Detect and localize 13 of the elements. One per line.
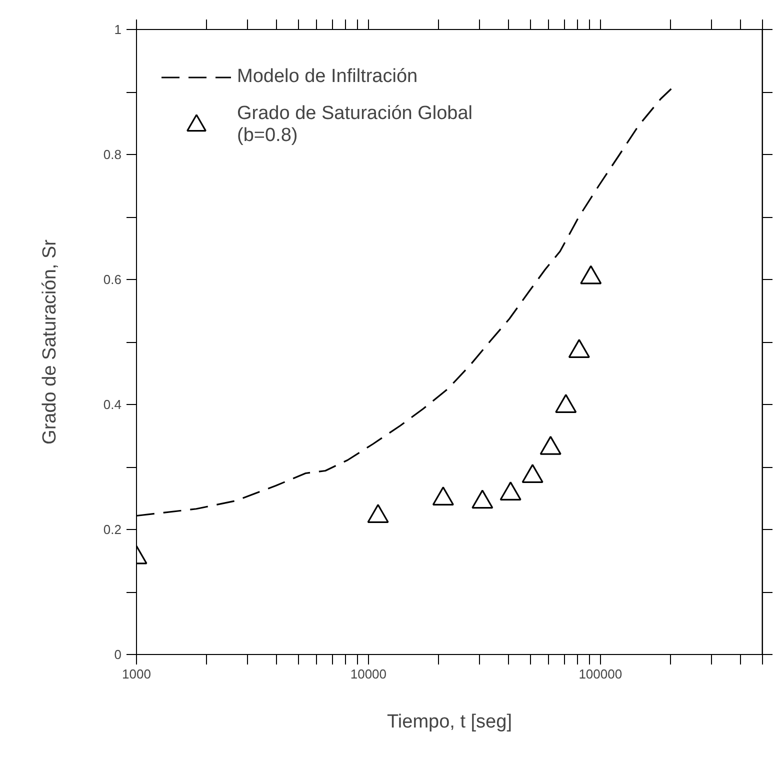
- y-tick-label: 0.8: [103, 147, 122, 162]
- y-tick-label: 1: [114, 22, 122, 37]
- x-tick-label: 10000: [350, 666, 387, 682]
- legend-label: Grado de Saturación Global (b=0.8): [237, 102, 473, 148]
- y-tick-label: 0.2: [103, 522, 122, 537]
- y-axis-title: Grado de Saturación, Sr: [39, 238, 60, 444]
- x-tick-label: 1000: [122, 666, 151, 682]
- y-tick-label: 0.4: [103, 397, 122, 412]
- x-tick-label: 100000: [578, 666, 622, 682]
- legend-label: Modelo de Infiltración: [237, 65, 418, 89]
- y-tick-label: 0: [114, 647, 122, 662]
- y-tick-label: 0.6: [103, 272, 122, 287]
- x-axis-title: Tiempo, t [seg]: [387, 712, 512, 732]
